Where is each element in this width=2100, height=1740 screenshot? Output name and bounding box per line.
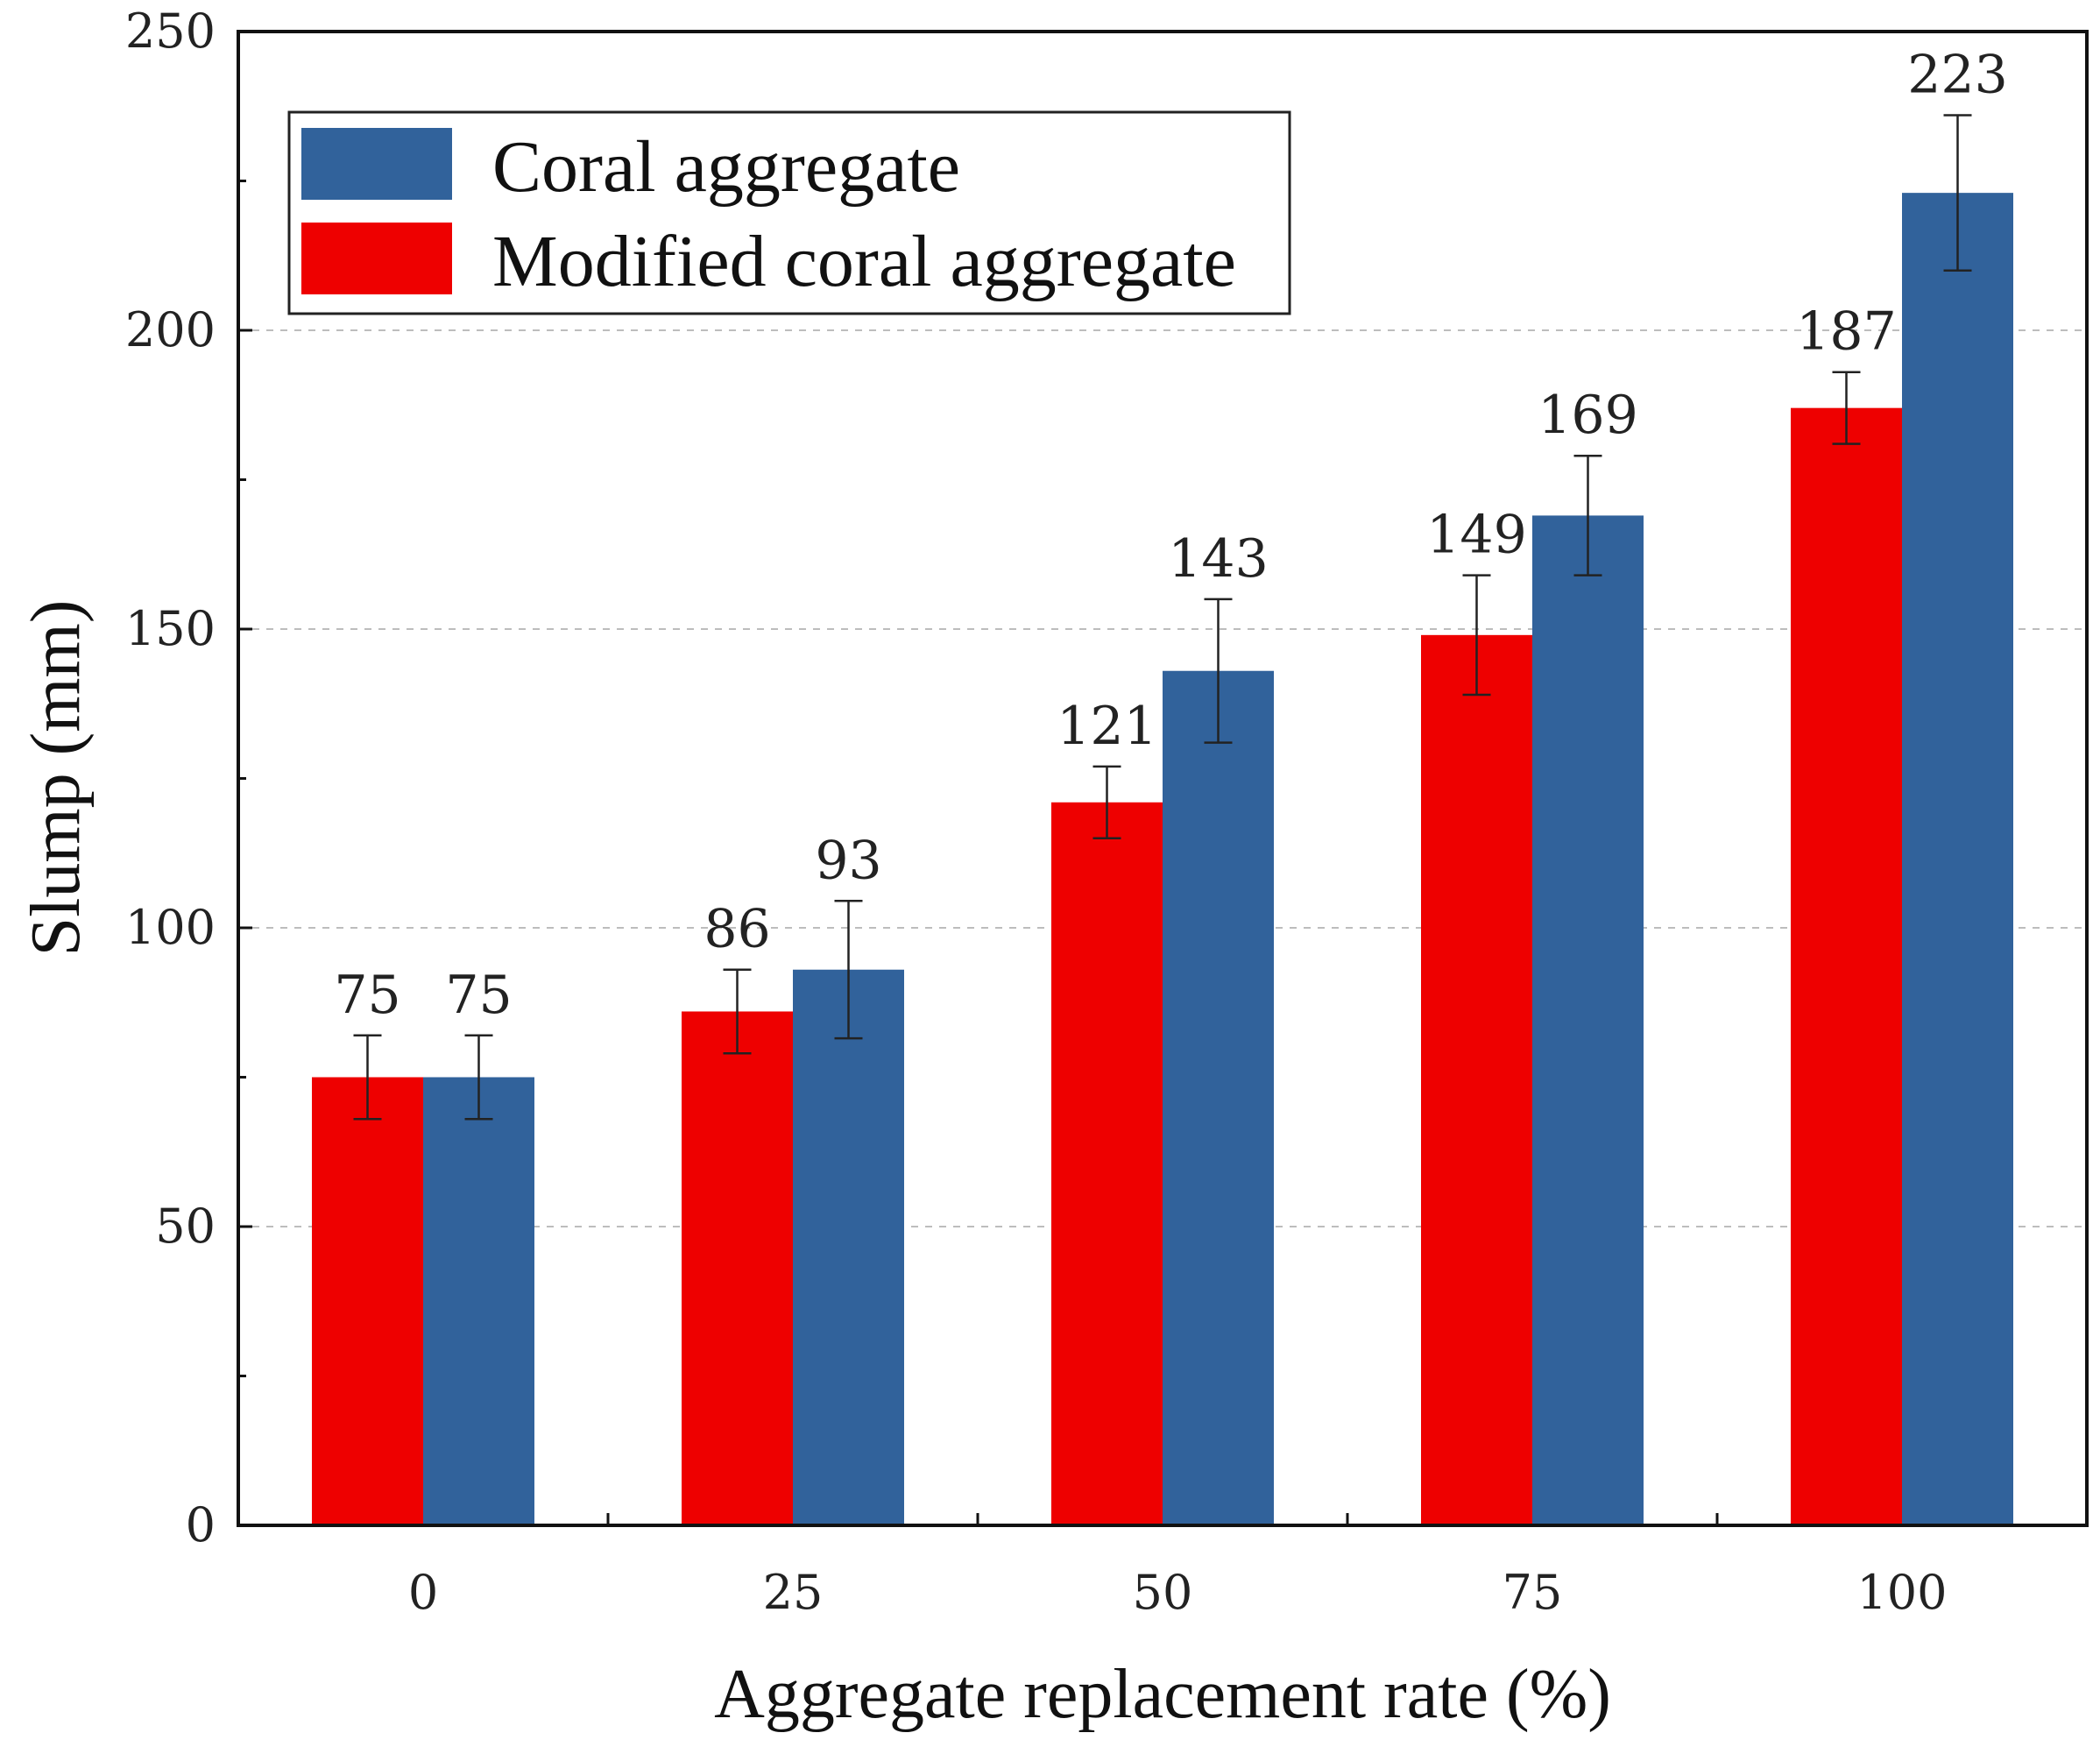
y-tick-label-150: 150	[125, 601, 216, 656]
x-axis-title: Aggregate replacement rate (%)	[714, 1656, 1611, 1733]
y-tick-label-50: 50	[155, 1199, 216, 1254]
legend-label-coral-aggregate: Coral aggregate	[492, 126, 960, 208]
legend-label-modified-coral-aggregate: Modified coral aggregate	[492, 221, 1236, 302]
y-tick-label-100: 100	[125, 900, 216, 955]
bar-modified-coral-aggregate-25	[682, 1011, 793, 1525]
bar-coral-aggregate-0	[423, 1077, 534, 1525]
bar-modified-coral-aggregate-50	[1051, 802, 1163, 1525]
legend-swatch-modified-coral-aggregate	[301, 223, 452, 294]
legend-box	[287, 110, 1291, 315]
bar-coral-aggregate-100	[1902, 193, 2013, 1525]
error-bars	[353, 114, 1972, 1121]
data-labels: 75 86 121 149 187 75 93 143 169 223	[334, 44, 2007, 1025]
bar-coral-aggregate-75	[1532, 515, 1644, 1526]
bar-modified-coral-aggregate-0	[312, 1077, 423, 1525]
x-tick-label-0: 0	[408, 1565, 438, 1620]
y-axis-title: Slump (mm)	[18, 600, 95, 957]
x-tick-label-25: 25	[763, 1565, 824, 1620]
y-tick-label-250: 250	[125, 4, 216, 59]
y-tick-label-200: 200	[125, 302, 216, 357]
data-label-coral-aggregate-50: 143	[1168, 528, 1269, 590]
data-label-coral-aggregate-100: 223	[1907, 44, 2008, 105]
bar-coral-aggregate-25	[793, 969, 904, 1525]
data-label-modified-coral-aggregate-75: 149	[1426, 505, 1527, 566]
x-tick-label-50: 50	[1133, 1565, 1193, 1620]
bar-coral-aggregate-50	[1163, 670, 1274, 1525]
data-label-coral-aggregate-0: 75	[445, 965, 512, 1026]
x-tick-label-75: 75	[1503, 1565, 1563, 1620]
data-label-coral-aggregate-75: 169	[1538, 385, 1638, 446]
y-axis-ticks: 0 50 100 150 200 250	[125, 4, 252, 1553]
data-label-modified-coral-aggregate-0: 75	[334, 965, 400, 1026]
data-label-modified-coral-aggregate-25: 86	[704, 899, 770, 960]
bar-modified-coral-aggregate-100	[1791, 407, 1902, 1525]
x-tick-label-100: 100	[1856, 1565, 1947, 1620]
bars	[312, 193, 2013, 1526]
data-label-modified-coral-aggregate-50: 121	[1057, 696, 1157, 757]
bar-modified-coral-aggregate-75	[1421, 634, 1532, 1525]
data-label-coral-aggregate-25: 93	[815, 830, 881, 891]
y-tick-label-0: 0	[186, 1497, 216, 1553]
legend-swatch-coral-aggregate	[301, 128, 452, 200]
legend: Coral aggregate Modified coral aggregate	[287, 110, 1291, 315]
x-axis-ticks: 0 25 50 75 100	[408, 1513, 1948, 1620]
data-label-modified-coral-aggregate-100: 187	[1796, 301, 1897, 363]
